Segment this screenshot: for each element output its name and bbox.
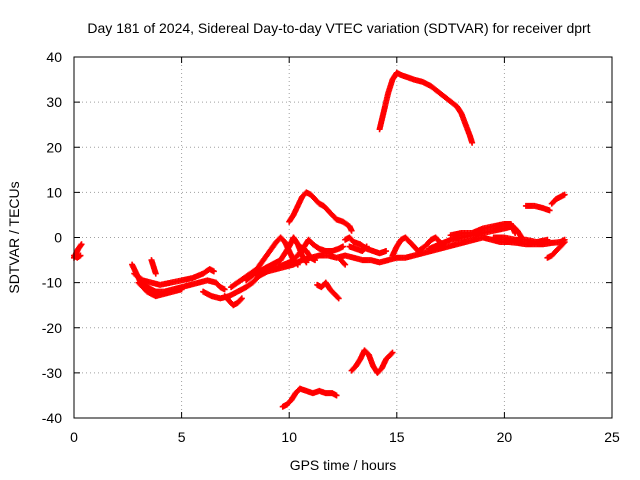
axis-ticks: 0 5 10 15 20 25 -40 -30 -20 -10 0 10 20 30 40: [42, 49, 620, 445]
data-track: [264, 236, 346, 273]
data-point: [312, 257, 319, 264]
data-point: [77, 242, 84, 249]
data-track: [490, 234, 551, 246]
data-point: [348, 227, 355, 234]
data-track: [221, 293, 245, 309]
data-point: [546, 207, 553, 214]
chart-title: Day 181 of 2024, Sidereal Day-to-day VTE…: [87, 20, 590, 36]
data-point: [561, 239, 568, 246]
data-point: [294, 261, 301, 268]
data-point: [362, 244, 369, 251]
data-track: [286, 189, 355, 234]
data-point: [342, 261, 349, 268]
data-track: [447, 220, 519, 239]
y-tick-label: 0: [54, 230, 62, 246]
data-point: [544, 236, 551, 243]
data-track: [337, 257, 349, 268]
y-axis-label: SDTVAR / TECUs: [6, 181, 22, 293]
data-track: [348, 347, 396, 376]
data-track: [522, 202, 553, 214]
data-point: [303, 259, 310, 266]
data-point: [469, 139, 476, 146]
data-point: [178, 286, 185, 293]
data-track: [200, 234, 568, 302]
data-point: [333, 392, 340, 399]
y-tick-label: 10: [46, 184, 62, 200]
data-point: [388, 350, 395, 357]
data-point: [512, 229, 519, 236]
data-point: [78, 241, 85, 248]
x-tick-label: 20: [497, 429, 513, 445]
data-marks: [71, 69, 568, 410]
data-point: [383, 248, 390, 255]
x-tick-label: 10: [281, 429, 297, 445]
data-point: [560, 240, 567, 247]
y-tick-label: -40: [42, 410, 62, 426]
x-tick-label: 0: [70, 429, 78, 445]
data-track: [376, 69, 476, 146]
y-tick-label: -30: [42, 365, 62, 381]
data-track: [346, 243, 370, 255]
y-tick-label: 30: [46, 94, 62, 110]
data-point: [334, 294, 341, 301]
x-tick-label: 15: [389, 429, 405, 445]
y-tick-label: 40: [46, 49, 62, 65]
data-point: [238, 295, 245, 302]
grid-lines: [74, 57, 612, 418]
data-point: [363, 243, 370, 250]
data-point: [77, 252, 84, 259]
data-track: [544, 239, 568, 261]
data-point: [340, 243, 346, 250]
data-point: [335, 295, 342, 302]
data-point: [152, 270, 159, 277]
data-track: [342, 234, 390, 257]
data-point: [561, 191, 568, 198]
data-point: [341, 260, 348, 267]
y-tick-label: -10: [42, 275, 62, 291]
data-point: [389, 349, 396, 356]
x-tick-label: 5: [178, 429, 186, 445]
data-point: [221, 286, 228, 293]
data-track: [548, 191, 568, 207]
y-tick-label: -20: [42, 320, 62, 336]
x-tick-label: 25: [604, 429, 620, 445]
x-axis-label: GPS time / hours: [290, 457, 397, 473]
data-track: [314, 279, 342, 302]
data-track: [148, 257, 159, 277]
y-tick-label: 20: [46, 139, 62, 155]
data-track: [296, 243, 319, 264]
data-track: [279, 385, 340, 410]
data-point: [293, 260, 300, 267]
data-point: [237, 296, 244, 303]
data-track: [135, 279, 185, 300]
data-track: [131, 266, 217, 288]
data-point: [210, 268, 217, 275]
